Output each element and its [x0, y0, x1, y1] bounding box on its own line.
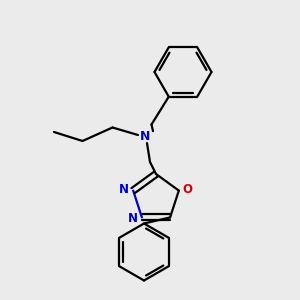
Text: N: N	[140, 130, 151, 143]
Text: N: N	[128, 212, 138, 225]
Text: O: O	[182, 183, 192, 196]
Text: N: N	[119, 183, 129, 196]
